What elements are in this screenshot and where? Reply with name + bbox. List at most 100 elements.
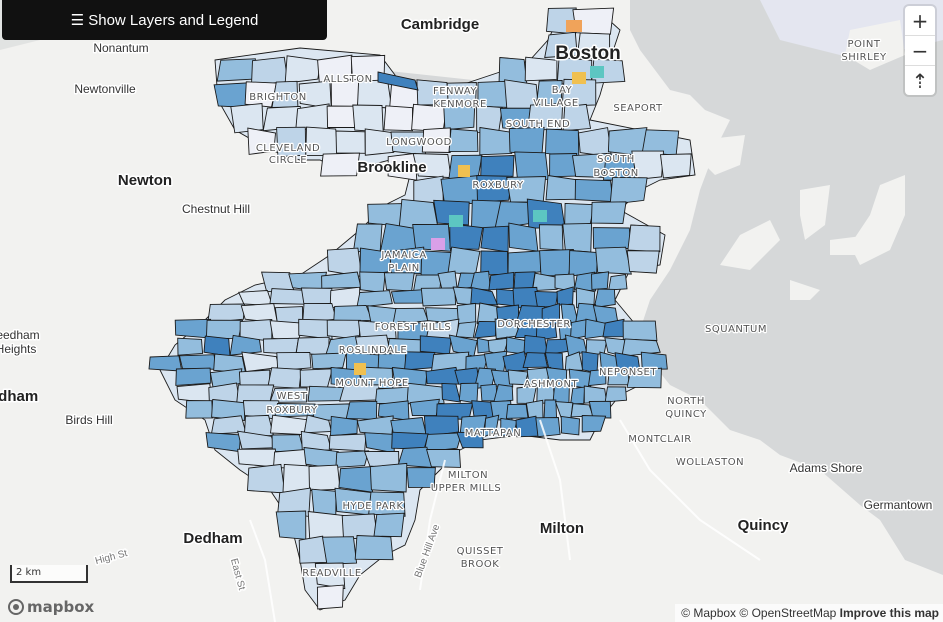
census-tract[interactable]	[470, 270, 492, 291]
census-tract[interactable]	[271, 434, 305, 453]
census-tract[interactable]	[583, 385, 608, 404]
census-tract[interactable]	[203, 335, 231, 357]
census-tract[interactable]	[581, 351, 599, 374]
census-tract[interactable]	[608, 273, 628, 291]
census-tract[interactable]	[507, 369, 529, 386]
census-tract[interactable]	[456, 302, 477, 326]
census-tract[interactable]	[391, 431, 429, 450]
census-tract[interactable]	[443, 102, 476, 131]
improve-map-link[interactable]: Improve this map	[839, 606, 939, 620]
census-tract[interactable]	[299, 368, 333, 388]
census-tract[interactable]	[631, 150, 664, 180]
census-tract[interactable]	[458, 382, 479, 404]
census-tract[interactable]	[570, 386, 586, 405]
attribution-mapbox-link[interactable]: © Mapbox	[681, 606, 737, 620]
census-tract[interactable]	[300, 430, 332, 451]
census-tract[interactable]	[483, 414, 500, 438]
census-tract[interactable]	[247, 127, 276, 155]
census-tract[interactable]	[570, 403, 594, 418]
census-tract[interactable]	[420, 287, 457, 307]
census-tract[interactable]	[626, 250, 660, 274]
census-tract[interactable]	[535, 417, 561, 438]
census-tract[interactable]	[352, 223, 383, 253]
census-tract[interactable]	[185, 400, 214, 419]
census-tract[interactable]	[354, 535, 394, 561]
census-tract[interactable]	[333, 304, 373, 323]
zoom-out-button[interactable]: −	[905, 36, 935, 66]
census-tract[interactable]	[341, 513, 379, 539]
census-tract[interactable]	[426, 448, 461, 468]
census-tract[interactable]	[207, 303, 245, 324]
census-tract[interactable]	[508, 126, 545, 156]
census-tract[interactable]	[488, 271, 515, 291]
census-tract[interactable]	[368, 491, 406, 517]
census-tract[interactable]	[456, 431, 484, 449]
compass-button[interactable]: ⇡	[911, 68, 929, 93]
census-tract[interactable]	[390, 289, 424, 304]
census-tract[interactable]	[554, 273, 576, 293]
census-tract[interactable]	[329, 286, 361, 309]
census-tract-layer[interactable]	[148, 7, 696, 611]
census-tract[interactable]	[470, 287, 499, 306]
census-tract[interactable]	[369, 462, 408, 493]
census-tract[interactable]	[447, 246, 481, 276]
census-tract[interactable]	[211, 399, 246, 421]
census-tract[interactable]	[476, 175, 513, 203]
census-tract[interactable]	[592, 227, 632, 249]
census-tract[interactable]	[213, 82, 248, 108]
census-tract[interactable]	[238, 290, 274, 307]
census-tract[interactable]	[311, 352, 347, 370]
census-tract[interactable]	[493, 384, 514, 403]
census-tract[interactable]	[590, 201, 627, 224]
census-tract[interactable]	[373, 512, 405, 538]
census-tract[interactable]	[593, 288, 616, 309]
census-tract[interactable]	[527, 103, 564, 131]
census-tract[interactable]	[441, 382, 462, 403]
census-tract[interactable]	[560, 415, 580, 436]
census-tract[interactable]	[449, 223, 484, 250]
census-tract[interactable]	[409, 398, 440, 417]
census-tract[interactable]	[524, 56, 558, 82]
census-tract[interactable]	[269, 288, 305, 305]
census-tract[interactable]	[500, 417, 518, 437]
census-tract[interactable]	[379, 223, 419, 253]
census-tract[interactable]	[367, 203, 404, 227]
census-tract[interactable]	[321, 536, 358, 565]
census-tract[interactable]	[480, 225, 509, 253]
census-tract[interactable]	[505, 403, 529, 419]
census-tract[interactable]	[531, 272, 558, 292]
census-tract[interactable]	[480, 155, 515, 178]
census-tract[interactable]	[508, 222, 539, 252]
census-tract[interactable]	[262, 337, 300, 355]
census-tract[interactable]	[404, 351, 437, 371]
census-tract[interactable]	[535, 322, 558, 341]
census-tract[interactable]	[496, 304, 520, 321]
census-tract[interactable]	[406, 467, 436, 488]
census-tract[interactable]	[421, 127, 451, 153]
census-tract[interactable]	[229, 334, 262, 356]
census-tract[interactable]	[522, 352, 549, 369]
census-tract[interactable]	[423, 432, 463, 453]
census-tract[interactable]	[587, 368, 607, 387]
census-tract[interactable]	[545, 174, 579, 201]
census-tract[interactable]	[345, 400, 378, 420]
census-tract[interactable]	[275, 510, 307, 540]
census-tract[interactable]	[595, 246, 632, 275]
show-layers-legend-button[interactable]: ☰ Show Layers and Legend	[2, 0, 327, 40]
census-tract[interactable]	[359, 247, 392, 277]
census-tract[interactable]	[626, 367, 662, 389]
census-tract[interactable]	[308, 464, 341, 491]
census-tract[interactable]	[247, 463, 286, 494]
census-tract[interactable]	[621, 338, 661, 357]
census-tract[interactable]	[276, 351, 312, 372]
census-tract[interactable]	[581, 415, 607, 433]
census-tract[interactable]	[352, 104, 384, 133]
census-tract[interactable]	[364, 128, 395, 156]
census-tract[interactable]	[543, 399, 558, 421]
census-tract[interactable]	[244, 81, 278, 108]
census-tract[interactable]	[556, 286, 574, 306]
census-tract[interactable]	[174, 318, 212, 339]
census-tract[interactable]	[609, 176, 648, 205]
census-tract[interactable]	[446, 82, 477, 108]
